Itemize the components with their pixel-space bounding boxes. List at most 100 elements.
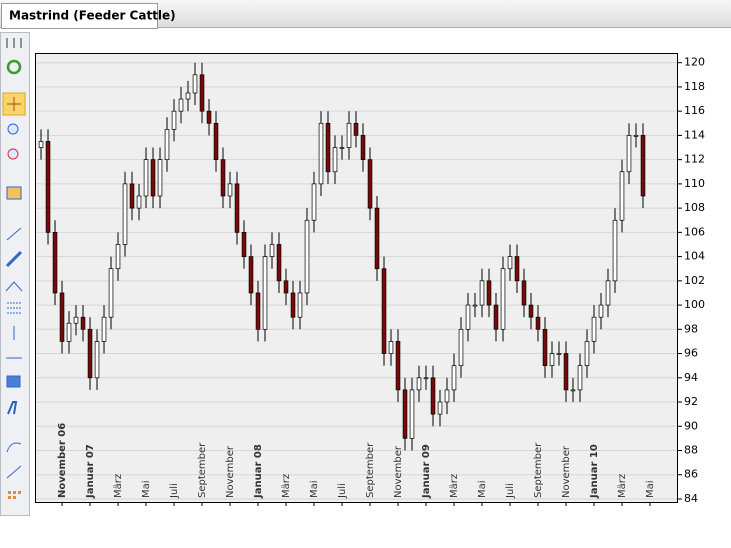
candle-body xyxy=(241,232,247,257)
toolbar-icons xyxy=(2,38,26,499)
y-tick-label: 92 xyxy=(684,395,698,408)
candle-body xyxy=(633,135,639,137)
x-tick-label: März xyxy=(617,474,628,498)
y-tick-label: 90 xyxy=(684,419,698,432)
candle-body xyxy=(157,159,163,197)
candle-body xyxy=(556,353,562,355)
candle-body xyxy=(115,244,121,270)
candle-body xyxy=(374,207,380,270)
candle-body xyxy=(521,280,527,306)
candle-body xyxy=(367,159,373,209)
y-tick-label: 116 xyxy=(684,104,705,117)
icon-fibonacci[interactable] xyxy=(7,302,21,314)
candle-body xyxy=(409,389,415,439)
candle-body xyxy=(325,122,331,173)
icon-arc[interactable] xyxy=(6,442,22,453)
candle-body xyxy=(234,183,240,233)
candle-body xyxy=(59,292,65,342)
candle-body xyxy=(353,122,359,136)
icon-columns[interactable] xyxy=(6,38,22,48)
candle-body xyxy=(311,183,317,221)
y-tick-label: 110 xyxy=(684,177,705,190)
y-tick-label: 108 xyxy=(684,201,705,214)
x-tick-label: Juli xyxy=(505,483,516,499)
candle-body xyxy=(108,268,114,318)
x-tick-label: Januar 09 xyxy=(421,444,432,499)
candle-body xyxy=(297,292,303,318)
candle-body xyxy=(332,147,338,173)
icon-channel[interactable] xyxy=(5,250,23,268)
icon-chart-window[interactable] xyxy=(6,186,22,200)
x-tick-label: Mai xyxy=(477,480,488,498)
candle-body xyxy=(472,304,478,307)
candle-body xyxy=(129,183,135,209)
plot xyxy=(35,62,678,500)
candle-body xyxy=(290,292,296,318)
candle-body xyxy=(360,135,366,160)
x-tick-label: März xyxy=(449,474,460,498)
y-tick-label: 114 xyxy=(684,128,705,141)
icon-zoom-out[interactable] xyxy=(7,148,19,160)
x-tick-label: Januar 10 xyxy=(589,444,600,499)
y-tick-label: 102 xyxy=(684,274,705,287)
candle-body xyxy=(192,74,198,94)
y-tick-label: 94 xyxy=(684,371,698,384)
y-tick-label: 120 xyxy=(684,56,705,69)
candle-body xyxy=(577,365,583,391)
icon-grid[interactable] xyxy=(8,491,21,499)
icon-zoom-in[interactable] xyxy=(7,123,19,135)
candle-body xyxy=(430,377,436,415)
candle-body xyxy=(535,316,541,330)
y-tick-label: 104 xyxy=(684,250,705,263)
icon-ray[interactable] xyxy=(6,465,22,479)
candle-body xyxy=(612,219,618,282)
x-tick-label: Mai xyxy=(309,480,320,498)
candle-body xyxy=(269,244,275,257)
candle-body xyxy=(276,244,282,282)
icon-text[interactable] xyxy=(7,401,18,415)
icon-triangle[interactable] xyxy=(5,281,23,292)
candle-body xyxy=(500,268,506,330)
x-tick-label: September xyxy=(197,442,208,498)
candle-body xyxy=(143,159,149,197)
candle-body xyxy=(283,280,289,294)
candle-body xyxy=(584,341,590,367)
x-tick-label: November xyxy=(561,445,572,498)
icon-line[interactable] xyxy=(6,227,22,241)
candle-body xyxy=(38,141,44,148)
icon-rectangle[interactable] xyxy=(6,375,21,388)
candle-body xyxy=(227,183,233,197)
candle-body xyxy=(185,92,191,100)
y-tick-label: 86 xyxy=(684,468,698,481)
candle-body xyxy=(388,341,394,354)
candle-body xyxy=(619,171,625,221)
candle-body xyxy=(605,280,611,306)
candle-body xyxy=(437,401,443,415)
candle-body xyxy=(626,135,632,173)
x-tick-label: März xyxy=(281,474,292,498)
x-tick-label: März xyxy=(113,474,124,498)
icon-refresh[interactable] xyxy=(6,59,22,75)
candle-body xyxy=(94,341,100,379)
candle-body xyxy=(416,377,422,391)
x-tick-label: Juli xyxy=(337,483,348,499)
candle-body xyxy=(150,159,156,197)
candle-body xyxy=(507,256,513,270)
candle-body xyxy=(479,280,485,306)
tab[interactable] xyxy=(1,3,158,29)
candle-body xyxy=(101,316,107,342)
y-tick-label: 118 xyxy=(684,80,705,93)
y-tick-label: 88 xyxy=(684,443,698,456)
x-tick-label: Mai xyxy=(141,480,152,498)
candle-body xyxy=(640,135,646,197)
candle-body xyxy=(304,219,310,294)
candle-body xyxy=(591,316,597,342)
candle-body xyxy=(220,159,226,197)
candle-body xyxy=(402,389,408,439)
candle-body xyxy=(136,195,142,209)
y-tick-label: 106 xyxy=(684,225,705,238)
x-tick-label: November 06 xyxy=(57,423,68,498)
candle-body xyxy=(339,147,345,149)
